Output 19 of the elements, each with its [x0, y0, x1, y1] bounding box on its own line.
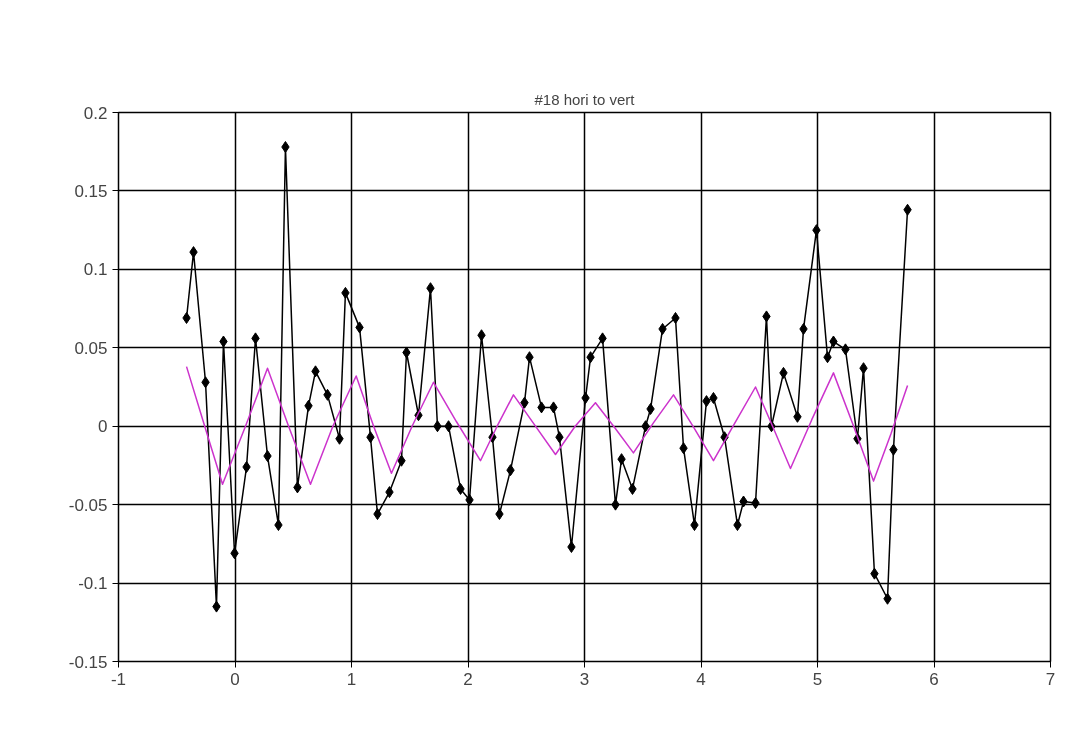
y-tick-label: 0	[98, 417, 108, 437]
y-tick-label: 0.1	[83, 260, 108, 280]
line-series	[185, 365, 909, 485]
x-tick-label: 2	[463, 669, 473, 689]
y-tick-label: -0.05	[68, 495, 108, 515]
y-tick-label: 0.15	[74, 181, 108, 201]
x-tick-label: 6	[929, 669, 939, 689]
x-tick-label: 5	[812, 669, 823, 689]
y-tick-label: -0.1	[78, 574, 108, 594]
x-tick-label: 7	[1045, 669, 1056, 689]
y-tick-label: 0.05	[74, 338, 108, 358]
y-tick-label: -0.15	[68, 652, 108, 672]
x-tick-label: 0	[230, 669, 240, 689]
chart-title: #18 hori to vert	[534, 90, 636, 108]
y-tick-label: 0.2	[83, 103, 108, 123]
x-tick-label: 1	[346, 669, 357, 689]
x-tick-label: 3	[579, 669, 590, 689]
x-tick-label: -1	[110, 669, 127, 689]
x-tick-label: 4	[696, 669, 706, 689]
